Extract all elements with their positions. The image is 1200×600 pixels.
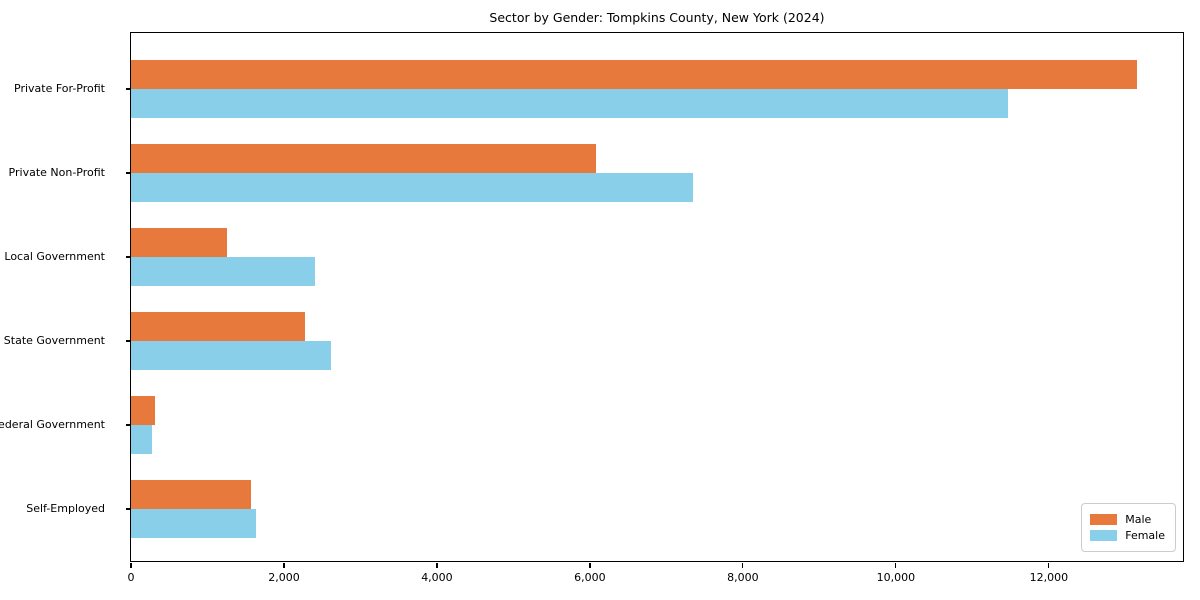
x-tick-label-12000: 12,000: [1029, 571, 1069, 584]
y-tick-mark: [126, 508, 131, 510]
y-tick-mark: [126, 88, 131, 90]
bar-female-private-for-profit: [131, 89, 1009, 118]
y-tick-label-federal-government: Federal Government: [0, 418, 105, 431]
bar-female-private-non-profit: [131, 173, 694, 202]
legend-label-male: Male: [1125, 513, 1152, 526]
plot-area: Male Female Private For-Profit Private Non…: [0, 32, 1184, 584]
legend: Male Female: [1081, 503, 1176, 552]
x-tick-label-10000: 10,000: [876, 571, 916, 584]
x-tick-label-2000: 2,000: [268, 571, 300, 584]
x-tick-mark: [895, 563, 897, 568]
bar-male-private-non-profit: [131, 144, 597, 173]
y-tick-label-local-government: Local Government: [4, 250, 105, 263]
bar-male-private-for-profit: [131, 60, 1137, 89]
x-tick-label-6000: 6,000: [574, 571, 606, 584]
x-tick-mark: [1048, 563, 1050, 568]
legend-item-female: Female: [1090, 529, 1165, 542]
y-tick-label-private-non-profit: Private Non-Profit: [8, 166, 105, 179]
x-tick-label-8000: 8,000: [727, 571, 759, 584]
y-tick-label-self-employed: Self-Employed: [26, 502, 105, 515]
x-tick-mark: [436, 563, 438, 568]
bar-male-state-government: [131, 312, 305, 341]
bar-male-self-employed: [131, 480, 252, 509]
y-tick-mark: [126, 340, 131, 342]
bar-male-local-government: [131, 228, 228, 257]
legend-item-male: Male: [1090, 513, 1165, 526]
bar-female-local-government: [131, 257, 315, 286]
y-tick-label-private-for-profit: Private For-Profit: [14, 82, 105, 95]
bar-female-state-government: [131, 341, 332, 370]
y-tick-mark: [126, 424, 131, 426]
legend-swatch-male: [1090, 514, 1118, 525]
y-tick-label-state-government: State Government: [3, 334, 105, 347]
y-tick-mark: [126, 172, 131, 174]
bar-female-federal-government: [131, 425, 152, 454]
bar-male-federal-government: [131, 396, 155, 425]
legend-swatch-female: [1090, 530, 1118, 541]
x-tick-mark: [742, 563, 744, 568]
x-tick-mark: [589, 563, 591, 568]
x-tick-label-0: 0: [127, 571, 135, 584]
legend-label-female: Female: [1125, 529, 1165, 542]
x-tick-mark: [283, 563, 285, 568]
x-tick-mark: [130, 563, 132, 568]
y-tick-mark: [126, 256, 131, 258]
x-tick-label-4000: 4,000: [421, 571, 453, 584]
chart-title: Sector by Gender: Tompkins County, New Y…: [489, 10, 825, 25]
bar-female-self-employed: [131, 509, 256, 538]
